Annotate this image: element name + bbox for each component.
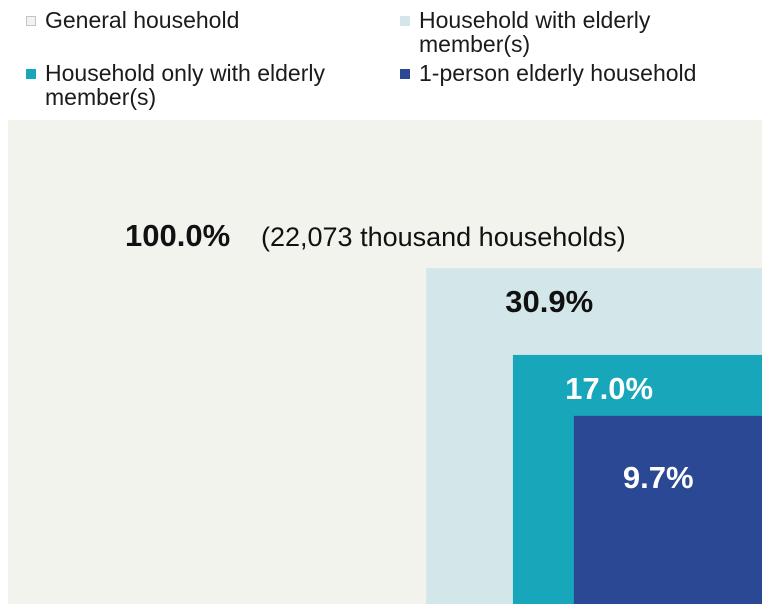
- legend: General household Household with elderly…: [0, 0, 762, 118]
- legend-label-general-household: General household: [45, 7, 240, 33]
- legend-swatch-household-with-elderly: [400, 16, 410, 26]
- value-label-household-only-elderly: 17.0%: [565, 371, 653, 406]
- legend-swatch-1-person-elderly: [400, 69, 410, 79]
- value-label-household-with-elderly: 30.9%: [505, 284, 593, 319]
- legend-swatch-general-household: [26, 16, 36, 26]
- value-label-1-person-elderly: 9.7%: [623, 460, 694, 495]
- legend-item-general-household: General household: [26, 8, 375, 32]
- legend-label-household-with-elderly: Household with elderly member(s): [419, 7, 651, 57]
- area-1-person-elderly: [573, 415, 762, 604]
- value-label-general-household: 100.0%: [125, 218, 230, 253]
- legend-item-1-person-elderly: 1-person elderly household: [400, 61, 759, 85]
- legend-label-1-person-elderly: 1-person elderly household: [419, 60, 697, 86]
- legend-label-household-only-elderly: Household only with elderly member(s): [45, 60, 325, 110]
- legend-item-household-only-elderly: Household only with elderly member(s): [26, 61, 385, 109]
- total-households-note: (22,073 thousand households): [261, 222, 626, 252]
- legend-item-household-with-elderly: Household with elderly member(s): [400, 8, 729, 56]
- legend-swatch-household-only-elderly: [26, 69, 36, 79]
